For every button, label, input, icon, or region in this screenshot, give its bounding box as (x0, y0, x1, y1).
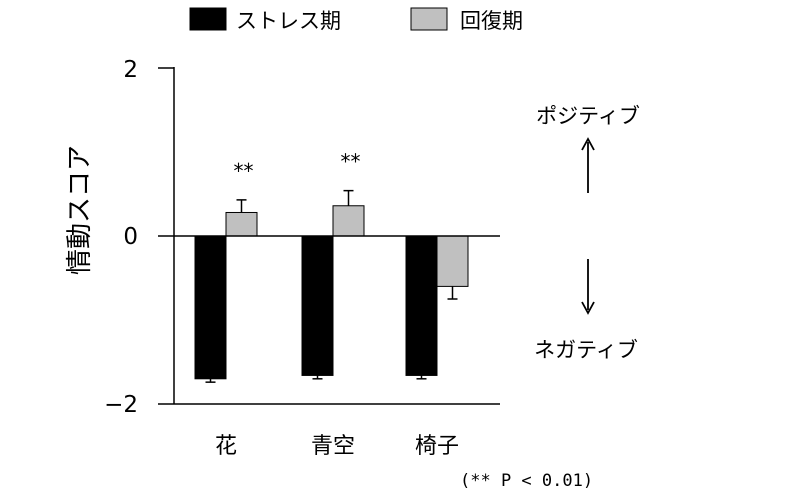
legend-item-recovery: 回復期 (410, 7, 523, 33)
y-tick-label-top: 2 (123, 57, 138, 83)
error-bar-stress-sky (312, 375, 323, 380)
bar-recovery-flower (225, 211, 258, 237)
legend-item-stress: ストレス期 (189, 7, 341, 33)
bar-stress-flower (194, 235, 227, 380)
legend-swatch-recovery (410, 7, 448, 31)
category-label-flower: 花 (215, 434, 237, 459)
bar-recovery-chair (436, 235, 469, 287)
error-bar-recovery-sky (343, 189, 354, 206)
significance-mark-flower: ** (234, 159, 254, 183)
legend-label-stress: ストレス期 (236, 9, 341, 33)
arrow-up-icon (581, 137, 595, 193)
error-bar-stress-chair (416, 375, 427, 380)
y-tick-label-bottom: −2 (104, 392, 138, 418)
error-bar-stress-flower (205, 378, 216, 383)
positive-label: ポジティブ (536, 104, 640, 128)
legend: ストレス期 回復期 (189, 7, 523, 33)
y-axis-label: 情動スコア (65, 145, 95, 275)
error-bar-recovery-chair (447, 286, 458, 300)
error-bar-recovery-flower (236, 199, 247, 213)
footnote: (** P < 0.01) (460, 471, 593, 491)
category-label-sky: 青空 (311, 434, 355, 459)
arrow-down-icon (581, 259, 595, 315)
bar-stress-sky (301, 235, 334, 376)
bar-recovery-sky (332, 205, 365, 237)
bars-group: ** ** (194, 150, 469, 383)
bar-stress-chair (405, 235, 438, 376)
legend-label-recovery: 回復期 (460, 9, 523, 33)
y-tick-label-zero: 0 (123, 224, 138, 250)
category-label-chair: 椅子 (415, 434, 459, 459)
negative-label: ネガティブ (534, 338, 638, 362)
legend-swatch-stress (189, 7, 227, 31)
significance-mark-sky: ** (341, 150, 361, 174)
